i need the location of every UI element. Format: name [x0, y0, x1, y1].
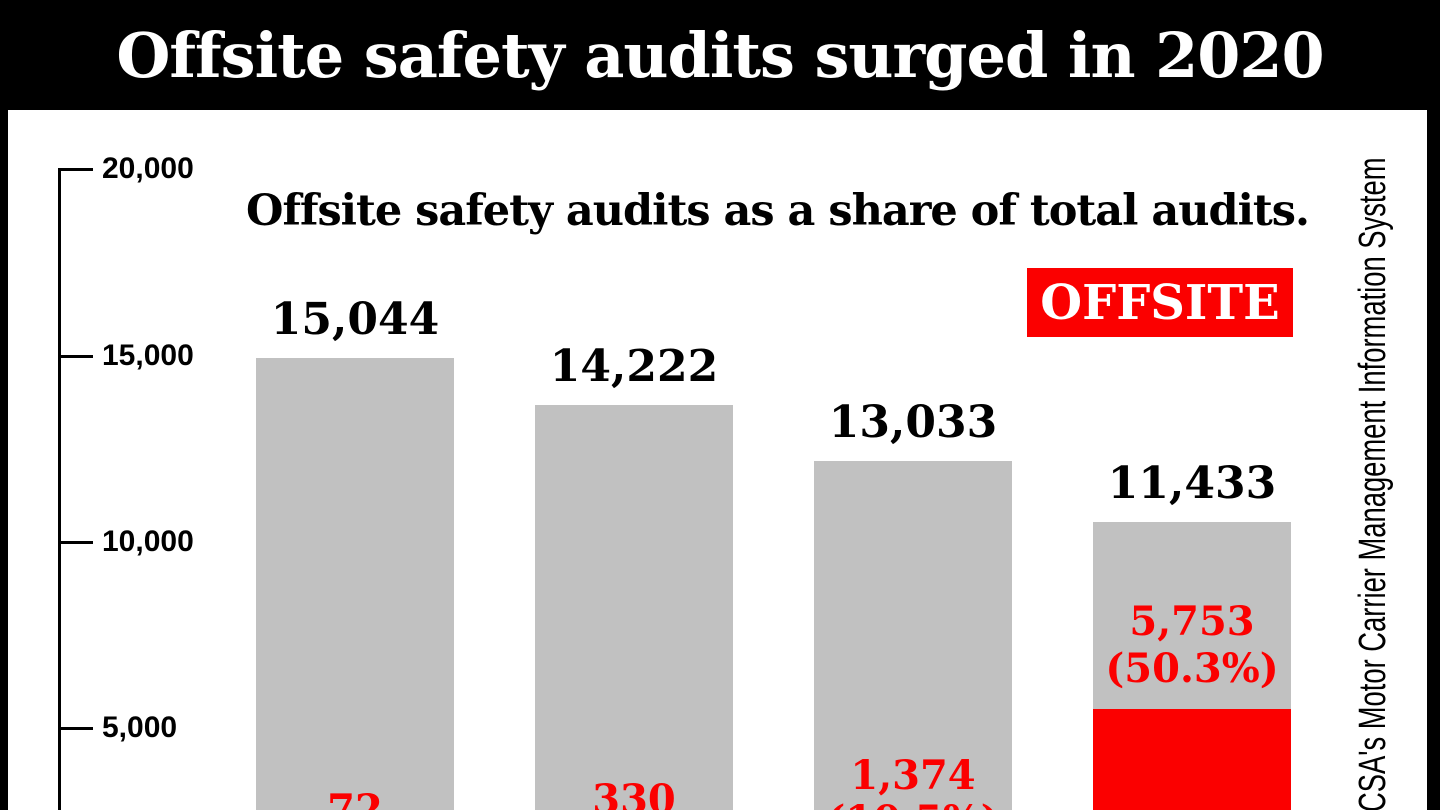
total-value-label: 15,044	[270, 294, 440, 345]
page-title: Offsite safety audits surged in 2020	[116, 18, 1324, 92]
total-value-label: 14,222	[549, 341, 719, 392]
y-axis-tick-10000	[58, 541, 93, 544]
bar-total-1	[256, 358, 454, 810]
y-tick-label: 10,000	[102, 525, 194, 558]
offsite-value-label: 72	[327, 786, 383, 810]
header-bar: Offsite safety audits surged in 2020	[0, 0, 1440, 110]
total-value-label: 13,033	[828, 397, 998, 448]
source-note: CSA's Motor Carrier Management Informati…	[1352, 157, 1394, 810]
offsite-legend-badge: OFFSITE	[1027, 268, 1293, 337]
frame-border-right	[1427, 110, 1440, 810]
y-axis-line	[58, 168, 61, 810]
frame-border-left	[0, 110, 8, 810]
y-axis-tick-20000	[58, 168, 93, 171]
bar-total-3	[814, 461, 1012, 810]
offsite-pct-label: (50.3%)	[1105, 645, 1279, 692]
offsite-value-label: 1,374	[850, 752, 976, 799]
bar-total-2	[535, 405, 733, 810]
y-axis-tick-5000	[58, 727, 93, 730]
offsite-pct-label: (10.5%)	[814, 797, 1012, 810]
offsite-legend-label: OFFSITE	[1040, 274, 1280, 331]
y-tick-label: 20,000	[102, 152, 194, 185]
chart-subtitle: Offsite safety audits as a share of tota…	[246, 186, 1310, 236]
offsite-value-label: 330	[592, 776, 676, 810]
y-tick-label: 15,000	[102, 339, 194, 372]
total-value-label: 11,433	[1107, 458, 1277, 509]
bar-offsite-segment-4	[1093, 709, 1291, 810]
offsite-value-label: 5,753	[1129, 598, 1255, 645]
y-axis-tick-15000	[58, 355, 93, 358]
y-tick-label: 5,000	[102, 711, 178, 744]
